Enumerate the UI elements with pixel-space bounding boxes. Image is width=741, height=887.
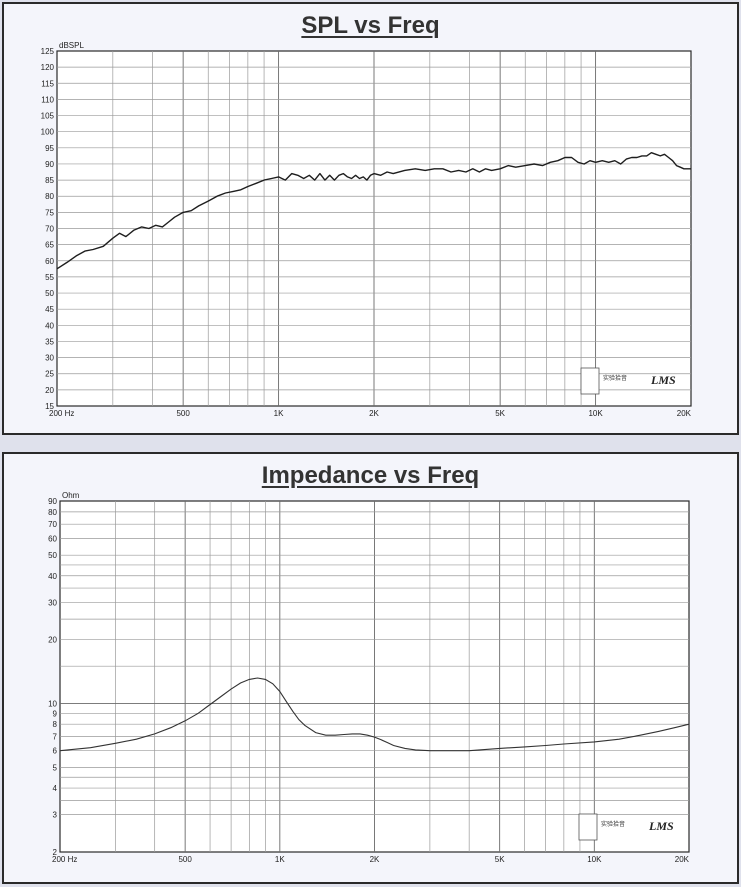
y-tick-label: 120 (41, 63, 55, 72)
y-tick-label: 95 (45, 144, 54, 153)
y-tick-label: 30 (48, 598, 57, 607)
y-tick-label: 90 (45, 160, 54, 169)
logo-emblem (578, 813, 598, 841)
y-tick-label: 75 (45, 208, 54, 217)
x-tick-label: 500 (176, 409, 190, 418)
y-tick-label: 20 (48, 636, 57, 645)
x-tick-label: 20K (677, 409, 692, 418)
y-tick-label: 8 (53, 720, 58, 729)
x-tick-label: 1K (274, 409, 284, 418)
logo-caption: 实验拾音 (603, 374, 627, 382)
x-tick-label: 20K (675, 855, 690, 864)
series-line (59, 677, 690, 752)
y-axis-label: Ohm (62, 491, 80, 500)
y-tick-label: 5 (53, 764, 58, 773)
spl-panel: SPL vs Freq 125 120 115 110 105 100 95 90 85 80 75… (2, 2, 739, 435)
y-tick-label: 15 (45, 402, 54, 411)
y-tick-label: 50 (48, 551, 57, 560)
logo-caption: 实验拾音 (601, 820, 625, 828)
impedance-title: Impedance vs Freq (261, 462, 480, 489)
series-line (56, 152, 691, 270)
y-tick-label: 70 (45, 225, 54, 234)
y-axis-label: dBSPL (59, 41, 84, 50)
x-tick-label: 10K (587, 855, 602, 864)
y-tick-label: 6 (53, 747, 58, 756)
y-tick-label: 115 (41, 79, 54, 88)
lms-logo: 实验拾音 LMS (580, 367, 676, 395)
y-tick-label: 50 (45, 289, 54, 298)
x-tick-label: 10K (588, 409, 603, 418)
x-tick-label: 5K (495, 409, 505, 418)
y-tick-label: 10 (48, 700, 57, 709)
x-tick-labels: 200 Hz 500 1K 2K 5K 10K 20K (52, 855, 690, 864)
y-tick-label: 60 (45, 257, 54, 266)
x-grid (115, 501, 595, 852)
lms-logo: 实验拾音 LMS (578, 813, 674, 841)
y-tick-label: 60 (48, 534, 57, 543)
impedance-panel: Impedance vs Freq 90 80 70 60 50 40 30 20 10 9 8 7 6… (2, 452, 739, 884)
y-tick-label: 2 (53, 848, 58, 857)
y-tick-label: 20 (45, 386, 54, 395)
y-tick-label: 7 (53, 732, 58, 741)
spl-title: SPL vs Freq (301, 12, 440, 39)
y-tick-label: 45 (45, 305, 54, 314)
x-tick-label: 1K (275, 855, 285, 864)
y-tick-label: 100 (41, 128, 55, 137)
logo-mark: LMS (648, 819, 674, 833)
y-tick-label: 40 (48, 572, 57, 581)
y-tick-label: 35 (45, 337, 54, 346)
y-grid (57, 66, 691, 391)
x-tick-label: 2K (369, 409, 379, 418)
y-tick-label: 80 (45, 192, 54, 201)
y-tick-label: 30 (45, 354, 54, 363)
x-tick-label: 200 Hz (52, 855, 77, 864)
y-tick-label: 40 (45, 321, 54, 330)
y-tick-label: 105 (41, 112, 55, 121)
x-tick-labels: 200 Hz 500 1K 2K 5K 10K 20K (49, 409, 692, 418)
x-tick-label: 500 (178, 855, 192, 864)
y-tick-label: 4 (53, 784, 58, 793)
y-tick-label: 70 (48, 520, 57, 529)
y-tick-label: 125 (41, 47, 55, 56)
logo-mark: LMS (650, 373, 676, 387)
y-tick-label: 3 (53, 811, 58, 820)
y-tick-label: 90 (48, 497, 57, 506)
x-tick-label: 5K (495, 855, 505, 864)
y-tick-label: 55 (45, 273, 54, 282)
y-tick-label: 25 (45, 370, 54, 379)
spl-chart: 125 120 115 110 105 100 95 90 85 80 75 70 65 60 55 50 45… (41, 41, 692, 418)
logo-emblem (580, 367, 600, 395)
y-tick-label: 85 (45, 176, 54, 185)
y-tick-labels: 90 80 70 60 50 40 30 20 109 8 7 6 5 4 3 2 (48, 497, 57, 857)
y-tick-label: 9 (53, 709, 58, 718)
y-tick-label: 110 (41, 95, 54, 104)
y-tick-label: 80 (48, 508, 57, 517)
x-tick-label: 200 Hz (49, 409, 74, 418)
y-tick-labels: 125 120 115 110 105 100 95 90 85 80 75 70 65 60 55 50 45… (41, 47, 55, 411)
y-tick-label: 65 (45, 241, 54, 250)
x-tick-label: 2K (370, 855, 380, 864)
